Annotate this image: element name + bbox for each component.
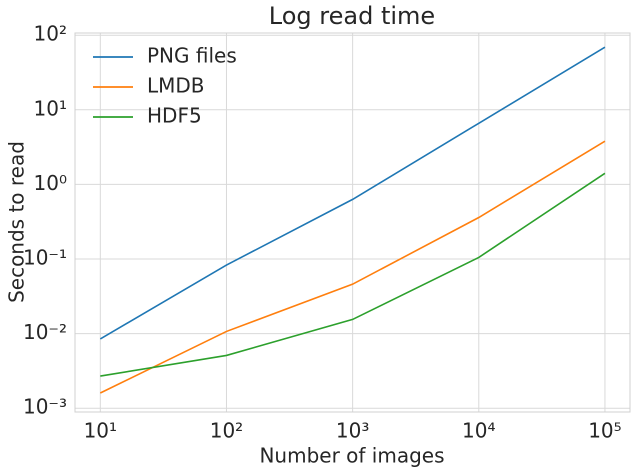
chart-title: Log read time: [269, 2, 435, 30]
series-line: [99, 140, 606, 394]
x-tick-label: 10²: [210, 419, 243, 443]
legend-label: HDF5: [147, 104, 202, 128]
series-line: [100, 172, 606, 377]
x-tick-label: 10⁴: [462, 419, 495, 443]
y-tick-label: 10⁻²: [23, 320, 67, 344]
series-line: [99, 46, 606, 340]
y-tick-label: 10⁻³: [23, 395, 67, 419]
y-axis-label: Seconds to read: [5, 141, 29, 303]
x-tick-label: 10³: [336, 419, 369, 443]
y-tick-label: 10¹: [34, 96, 67, 120]
legend-label: LMDB: [147, 74, 205, 98]
x-axis-label: Number of images: [259, 444, 444, 468]
legend-label: PNG files: [147, 44, 237, 68]
y-tick-label: 10⁰: [34, 171, 67, 195]
y-tick-label: 10⁻¹: [23, 246, 67, 270]
x-tick-label: 10⁵: [588, 419, 621, 443]
plot-frame: [74, 32, 631, 413]
y-tick-label: 10²: [34, 22, 67, 46]
x-tick-label: 10¹: [84, 419, 117, 443]
